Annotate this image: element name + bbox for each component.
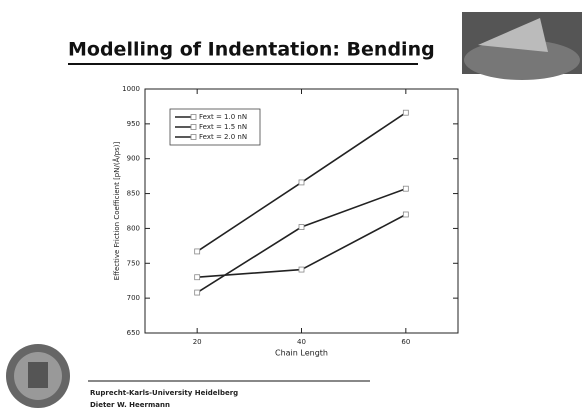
legend-label: Fext = 2.0 nN	[199, 133, 247, 141]
footer-text: Dieter W. Heermann	[90, 401, 170, 409]
legend-box	[169, 108, 261, 146]
point-marker	[194, 274, 201, 281]
y-tick-label: 950	[127, 120, 140, 128]
point-marker	[298, 179, 305, 186]
x-tick-label: 40	[297, 338, 306, 346]
y-tick-label: 700	[127, 294, 140, 302]
y-tick-label: 800	[127, 224, 140, 232]
point-marker	[402, 211, 409, 218]
y-tick-label: 650	[127, 329, 140, 337]
series-line	[196, 187, 407, 294]
point-marker	[194, 248, 201, 255]
legend-label: Fext = 1.5 nN	[199, 123, 247, 131]
y-tick-label: 900	[127, 155, 140, 163]
university-seal	[6, 344, 70, 408]
x-tick-label: 20	[193, 338, 202, 346]
chart: 650 700 750 800 850 900 950 1000 20 40 60 Chain Len…	[112, 85, 459, 358]
slide-title: Modelling of Indentation: Bending	[68, 39, 435, 61]
legend-marker	[190, 124, 197, 130]
legend-label: Fext = 1.0 nN	[199, 113, 247, 121]
legend-marker	[190, 114, 197, 120]
footer-text: Ruprecht-Karls-University Heidelberg	[90, 389, 238, 397]
point-marker	[194, 289, 201, 296]
y-tick-label: 850	[127, 190, 140, 198]
tip-image	[462, 12, 582, 80]
y-axis-label: Effective Friction Coefficient [pN/(Å/ps…	[112, 141, 121, 280]
point-marker	[402, 109, 409, 116]
point-marker	[402, 185, 409, 192]
x-axis-label: Chain Length	[275, 349, 328, 358]
y-tick-label: 750	[127, 259, 140, 267]
x-tick-label: 60	[401, 338, 410, 346]
legend-marker	[190, 134, 197, 140]
point-marker	[298, 224, 305, 230]
point-marker	[298, 266, 305, 273]
y-tick-label: 1000	[122, 85, 140, 93]
